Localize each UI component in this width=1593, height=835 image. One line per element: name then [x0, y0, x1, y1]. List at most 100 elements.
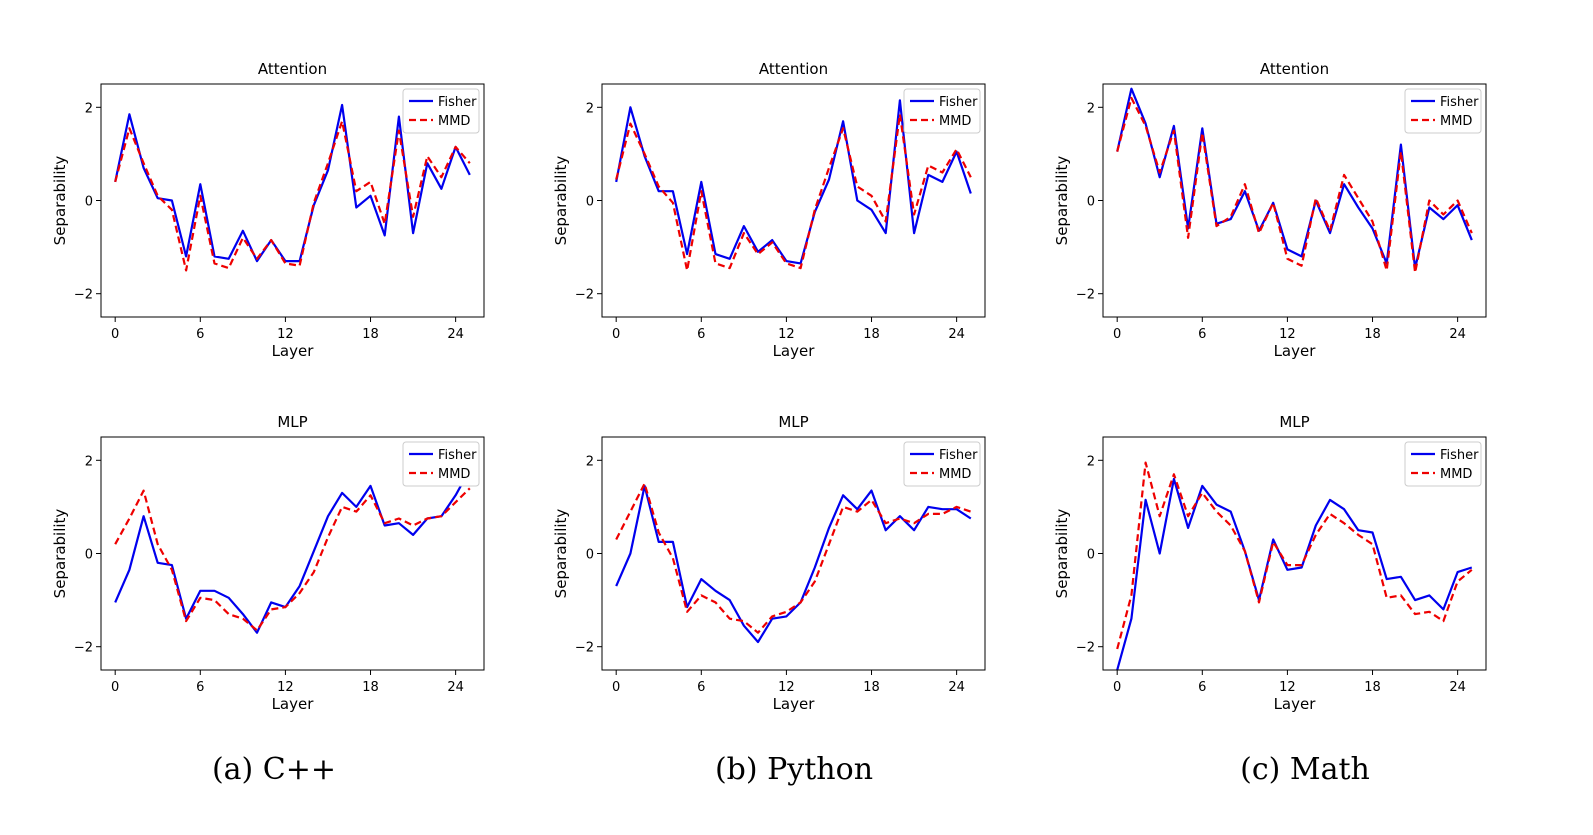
x-tick-label: 12 — [778, 327, 795, 342]
x-tick-label: 12 — [1279, 680, 1296, 695]
y-tick-label: 2 — [85, 101, 93, 116]
y-tick-label: 0 — [586, 195, 594, 210]
legend-mmd-label: MMD — [939, 114, 971, 129]
legend-fisher-label: Fisher — [939, 448, 978, 463]
y-tick-label: 2 — [85, 454, 93, 469]
y-tick-label: −2 — [74, 641, 93, 656]
x-tick-label: 0 — [1113, 327, 1121, 342]
chart-panel-6: 0 6 12 18 24 −2 0 2 MLP Layer Separability Fisher MM… — [1053, 413, 1487, 713]
series-line-mmd — [615, 113, 972, 272]
legend-mmd-label: MMD — [1440, 467, 1472, 482]
x-tick-label: 12 — [1279, 327, 1296, 342]
y-tick-label: 0 — [586, 548, 594, 563]
legend-fisher-label: Fisher — [438, 448, 477, 463]
x-tick-label: 24 — [447, 327, 464, 342]
x-tick-label: 24 — [1449, 680, 1466, 695]
legend-mmd-label: MMD — [438, 467, 470, 482]
x-tick-label: 24 — [447, 680, 464, 695]
x-tick-label: 18 — [863, 327, 880, 342]
caption-cpp: (a) C++ — [211, 752, 337, 787]
x-tick-label: 6 — [1198, 680, 1206, 695]
legend: Fisher MMD — [903, 441, 981, 487]
y-axis-label: Separability — [51, 156, 69, 246]
x-axis-label: Layer — [1274, 695, 1317, 713]
series-line-mmd — [114, 120, 471, 272]
x-tick-label: 6 — [196, 680, 204, 695]
legend-fisher-label: Fisher — [1440, 448, 1479, 463]
series-line-fisher — [615, 484, 972, 644]
x-tick-label: 6 — [697, 327, 705, 342]
chart-panel-5: 0 6 12 18 24 −2 0 2 MLP Layer Separability Fisher MM… — [552, 413, 986, 713]
series-line-fisher — [114, 103, 471, 263]
x-tick-label: 12 — [277, 680, 294, 695]
y-tick-label: −2 — [74, 288, 93, 303]
x-axis-label: Layer — [272, 695, 315, 713]
y-tick-label: 0 — [1087, 548, 1095, 563]
x-tick-label: 0 — [612, 680, 620, 695]
chart-panel-1: 0 6 12 18 24 −2 0 2 Attention Layer Separability Fi… — [51, 60, 485, 360]
legend: Fisher MMD — [402, 441, 480, 487]
caption-math: (c) Math — [1240, 752, 1370, 787]
x-axis-label: Layer — [1274, 342, 1317, 360]
x-tick-label: 12 — [277, 327, 294, 342]
x-tick-label: 18 — [1364, 327, 1381, 342]
legend: Fisher MMD — [402, 88, 480, 134]
chart-title: Attention — [759, 60, 828, 78]
chart-panel-4: 0 6 12 18 24 −2 0 2 MLP Layer Separability Fisher MM… — [51, 413, 485, 713]
y-tick-label: −2 — [575, 288, 594, 303]
series-line-fisher — [615, 99, 972, 265]
chart-panel-2: 0 6 12 18 24 −2 0 2 Attention Layer Separability Fi… — [552, 60, 986, 360]
legend: Fisher MMD — [1404, 441, 1482, 487]
legend-mmd-label: MMD — [1440, 114, 1472, 129]
x-tick-label: 18 — [1364, 680, 1381, 695]
legend-fisher-label: Fisher — [1440, 95, 1479, 110]
x-tick-label: 18 — [863, 680, 880, 695]
chart-title: Attention — [1260, 60, 1329, 78]
chart-title: MLP — [277, 413, 307, 431]
x-tick-label: 6 — [1198, 327, 1206, 342]
series-line-fisher — [1116, 477, 1473, 670]
x-tick-label: 0 — [1113, 680, 1121, 695]
legend-mmd-label: MMD — [438, 114, 470, 129]
x-axis-label: Layer — [773, 342, 816, 360]
y-tick-label: 0 — [85, 548, 93, 563]
y-tick-label: 2 — [586, 454, 594, 469]
y-tick-label: 2 — [1087, 454, 1095, 469]
x-tick-label: 24 — [948, 680, 965, 695]
legend-fisher-label: Fisher — [438, 95, 477, 110]
y-axis-label: Separability — [51, 509, 69, 599]
y-axis-label: Separability — [1053, 156, 1071, 246]
y-tick-label: −2 — [1076, 288, 1095, 303]
chart-title: MLP — [1279, 413, 1309, 431]
chart-panel-3: 0 6 12 18 24 −2 0 2 Attention Layer Separability Fi… — [1053, 60, 1487, 360]
x-axis-label: Layer — [773, 695, 816, 713]
chart-title: Attention — [258, 60, 327, 78]
x-tick-label: 18 — [362, 680, 379, 695]
y-tick-label: −2 — [1076, 641, 1095, 656]
y-axis-label: Separability — [1053, 509, 1071, 599]
x-tick-label: 24 — [1449, 327, 1466, 342]
series-line-mmd — [114, 487, 471, 632]
series-line-fisher — [114, 469, 471, 634]
y-axis-label: Separability — [552, 509, 570, 599]
x-tick-label: 12 — [778, 680, 795, 695]
y-tick-label: 2 — [586, 101, 594, 116]
x-tick-label: 6 — [196, 327, 204, 342]
x-tick-label: 0 — [111, 680, 119, 695]
y-tick-label: 0 — [1087, 195, 1095, 210]
x-axis-label: Layer — [272, 342, 315, 360]
x-tick-label: 24 — [948, 327, 965, 342]
legend: Fisher MMD — [1404, 88, 1482, 134]
legend-mmd-label: MMD — [939, 467, 971, 482]
y-tick-label: 2 — [1087, 101, 1095, 116]
x-tick-label: 0 — [612, 327, 620, 342]
caption-python: (b) Python — [714, 752, 874, 787]
y-axis-label: Separability — [552, 156, 570, 246]
x-tick-label: 6 — [697, 680, 705, 695]
y-tick-label: −2 — [575, 641, 594, 656]
series-line-mmd — [615, 482, 972, 634]
legend: Fisher MMD — [903, 88, 981, 134]
y-tick-label: 0 — [85, 195, 93, 210]
x-tick-label: 18 — [362, 327, 379, 342]
